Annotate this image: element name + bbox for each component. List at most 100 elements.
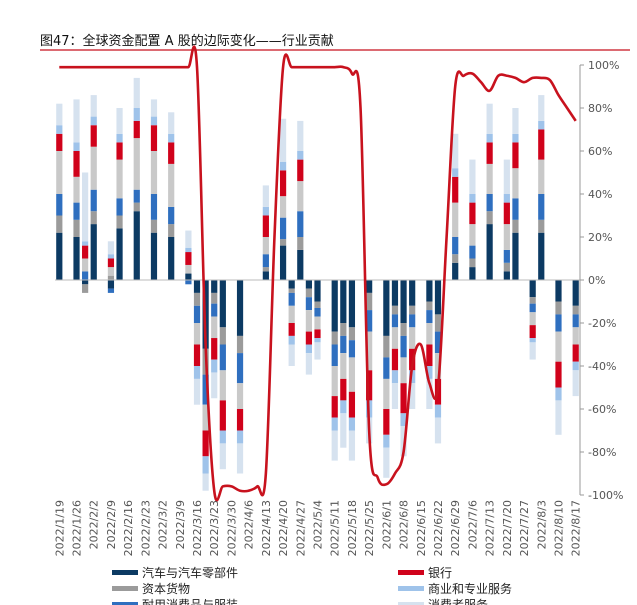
bar-segment xyxy=(366,292,373,311)
bar-segment xyxy=(572,344,579,362)
bar-segment xyxy=(348,391,356,418)
bar-segment xyxy=(529,280,536,298)
bar-segment xyxy=(331,331,338,345)
bar-segment xyxy=(331,366,338,397)
bar-segment xyxy=(90,95,97,117)
bar-segment xyxy=(503,271,510,280)
bar-segment xyxy=(469,194,476,203)
bar-segment xyxy=(434,331,442,354)
bar-segment xyxy=(133,120,140,139)
line-series xyxy=(59,45,577,502)
bar-segment xyxy=(305,344,312,354)
bar-segment xyxy=(434,404,442,418)
bar-segment xyxy=(538,120,545,130)
bar-segment xyxy=(262,271,269,280)
x-axis: 2022/1/19 2022/1/26 2022/2/2 2022/2/9 2022/2… xyxy=(53,500,582,556)
legend-label: 商业和专业服务 xyxy=(428,581,512,596)
bar-segment xyxy=(262,206,269,216)
x-tick-label: 2022/5/25 xyxy=(363,500,376,556)
bar-segment xyxy=(409,327,416,349)
bar-segment xyxy=(297,151,304,160)
bar-segment xyxy=(409,280,416,306)
x-tick-label: 2022/5/11 xyxy=(329,500,342,556)
bar-segment xyxy=(409,370,416,384)
bar-segment xyxy=(305,331,312,345)
y-tick-label: 40% xyxy=(588,188,612,201)
bar-segment xyxy=(288,335,295,345)
bar-segment xyxy=(452,237,459,255)
bar-segment xyxy=(168,133,175,143)
bar-segment xyxy=(73,99,80,143)
bar-segment xyxy=(383,434,390,448)
x-tick-label: 2022/2/23 xyxy=(139,500,152,556)
bar-segment xyxy=(193,323,201,345)
bar-segment xyxy=(288,280,295,289)
x-tick-label: 2022/5/18 xyxy=(346,500,359,556)
bar-segment xyxy=(297,159,304,182)
page-title: 图47：全球资金配置 A 股的边际变化——行业贡献 xyxy=(40,34,334,49)
bar-segment xyxy=(538,95,545,121)
legend-swatch xyxy=(398,586,424,591)
bar-segment xyxy=(90,189,97,212)
bar-segment xyxy=(297,211,304,237)
y-tick-label: 80% xyxy=(588,102,612,115)
x-tick-label: 2022/6/1 xyxy=(380,500,393,549)
bar-segment xyxy=(133,189,140,203)
bar-segment xyxy=(56,103,63,126)
bar-segment xyxy=(168,112,175,134)
y-tick-label: 100% xyxy=(588,59,619,72)
bar-segment xyxy=(572,370,579,397)
bar-segment xyxy=(486,103,493,134)
bar-segment xyxy=(529,297,536,304)
bar-segment xyxy=(538,194,545,220)
bar-segment xyxy=(469,258,476,268)
bar-segment xyxy=(56,125,63,134)
bar-segment xyxy=(116,215,123,229)
bar-segment xyxy=(90,224,97,280)
bar-segment xyxy=(193,280,201,293)
bar-segment xyxy=(538,159,545,194)
bar-segment xyxy=(279,196,287,218)
bar-segment xyxy=(529,325,536,339)
bar-segment xyxy=(486,224,493,280)
bar-segment xyxy=(503,224,510,250)
bar-segment xyxy=(150,194,158,220)
bar-segment xyxy=(107,241,115,255)
x-tick-label: 2022/8/3 xyxy=(535,500,548,549)
bar-segment xyxy=(185,280,192,285)
bar-segment xyxy=(90,211,97,225)
bar-segment xyxy=(400,323,407,336)
x-tick-label: 2022/2/2 xyxy=(88,500,101,549)
bar-segment xyxy=(331,280,338,332)
bar-segment xyxy=(116,133,123,143)
bar-segment xyxy=(219,370,226,401)
bar-segment xyxy=(314,316,321,330)
bar-segment xyxy=(452,254,459,263)
bar-segment xyxy=(426,378,433,409)
legend-swatch xyxy=(112,570,138,575)
bar-segment xyxy=(512,198,519,220)
bar-segment xyxy=(150,219,158,233)
bar-segment xyxy=(185,264,192,274)
bar-segment xyxy=(366,370,373,401)
x-tick-label: 2022/7/27 xyxy=(518,500,531,556)
bar-segment xyxy=(503,159,510,194)
bar-segment xyxy=(503,249,510,263)
bar-segment xyxy=(426,310,433,323)
bar-segment xyxy=(383,409,390,435)
x-tick-label: 2022/2/9 xyxy=(105,500,118,549)
bar-segment xyxy=(348,340,356,358)
y-axis: 100% 80% 60% 40% 20% 0% -20% -40% -60% -80% -100% xyxy=(579,59,623,502)
bar-segment xyxy=(219,430,226,444)
y-tick-label: -40% xyxy=(588,360,616,373)
bar-segment xyxy=(236,280,244,336)
bar-segment xyxy=(82,241,89,246)
bar-segment xyxy=(107,288,115,293)
bar-segment xyxy=(107,258,115,268)
bar-segment xyxy=(193,344,201,366)
bar-segment xyxy=(340,378,347,401)
bar-segment xyxy=(236,409,244,431)
bar-segment xyxy=(426,301,433,311)
x-tick-label: 2022/2/16 xyxy=(122,500,135,556)
bar-segment xyxy=(391,305,399,315)
